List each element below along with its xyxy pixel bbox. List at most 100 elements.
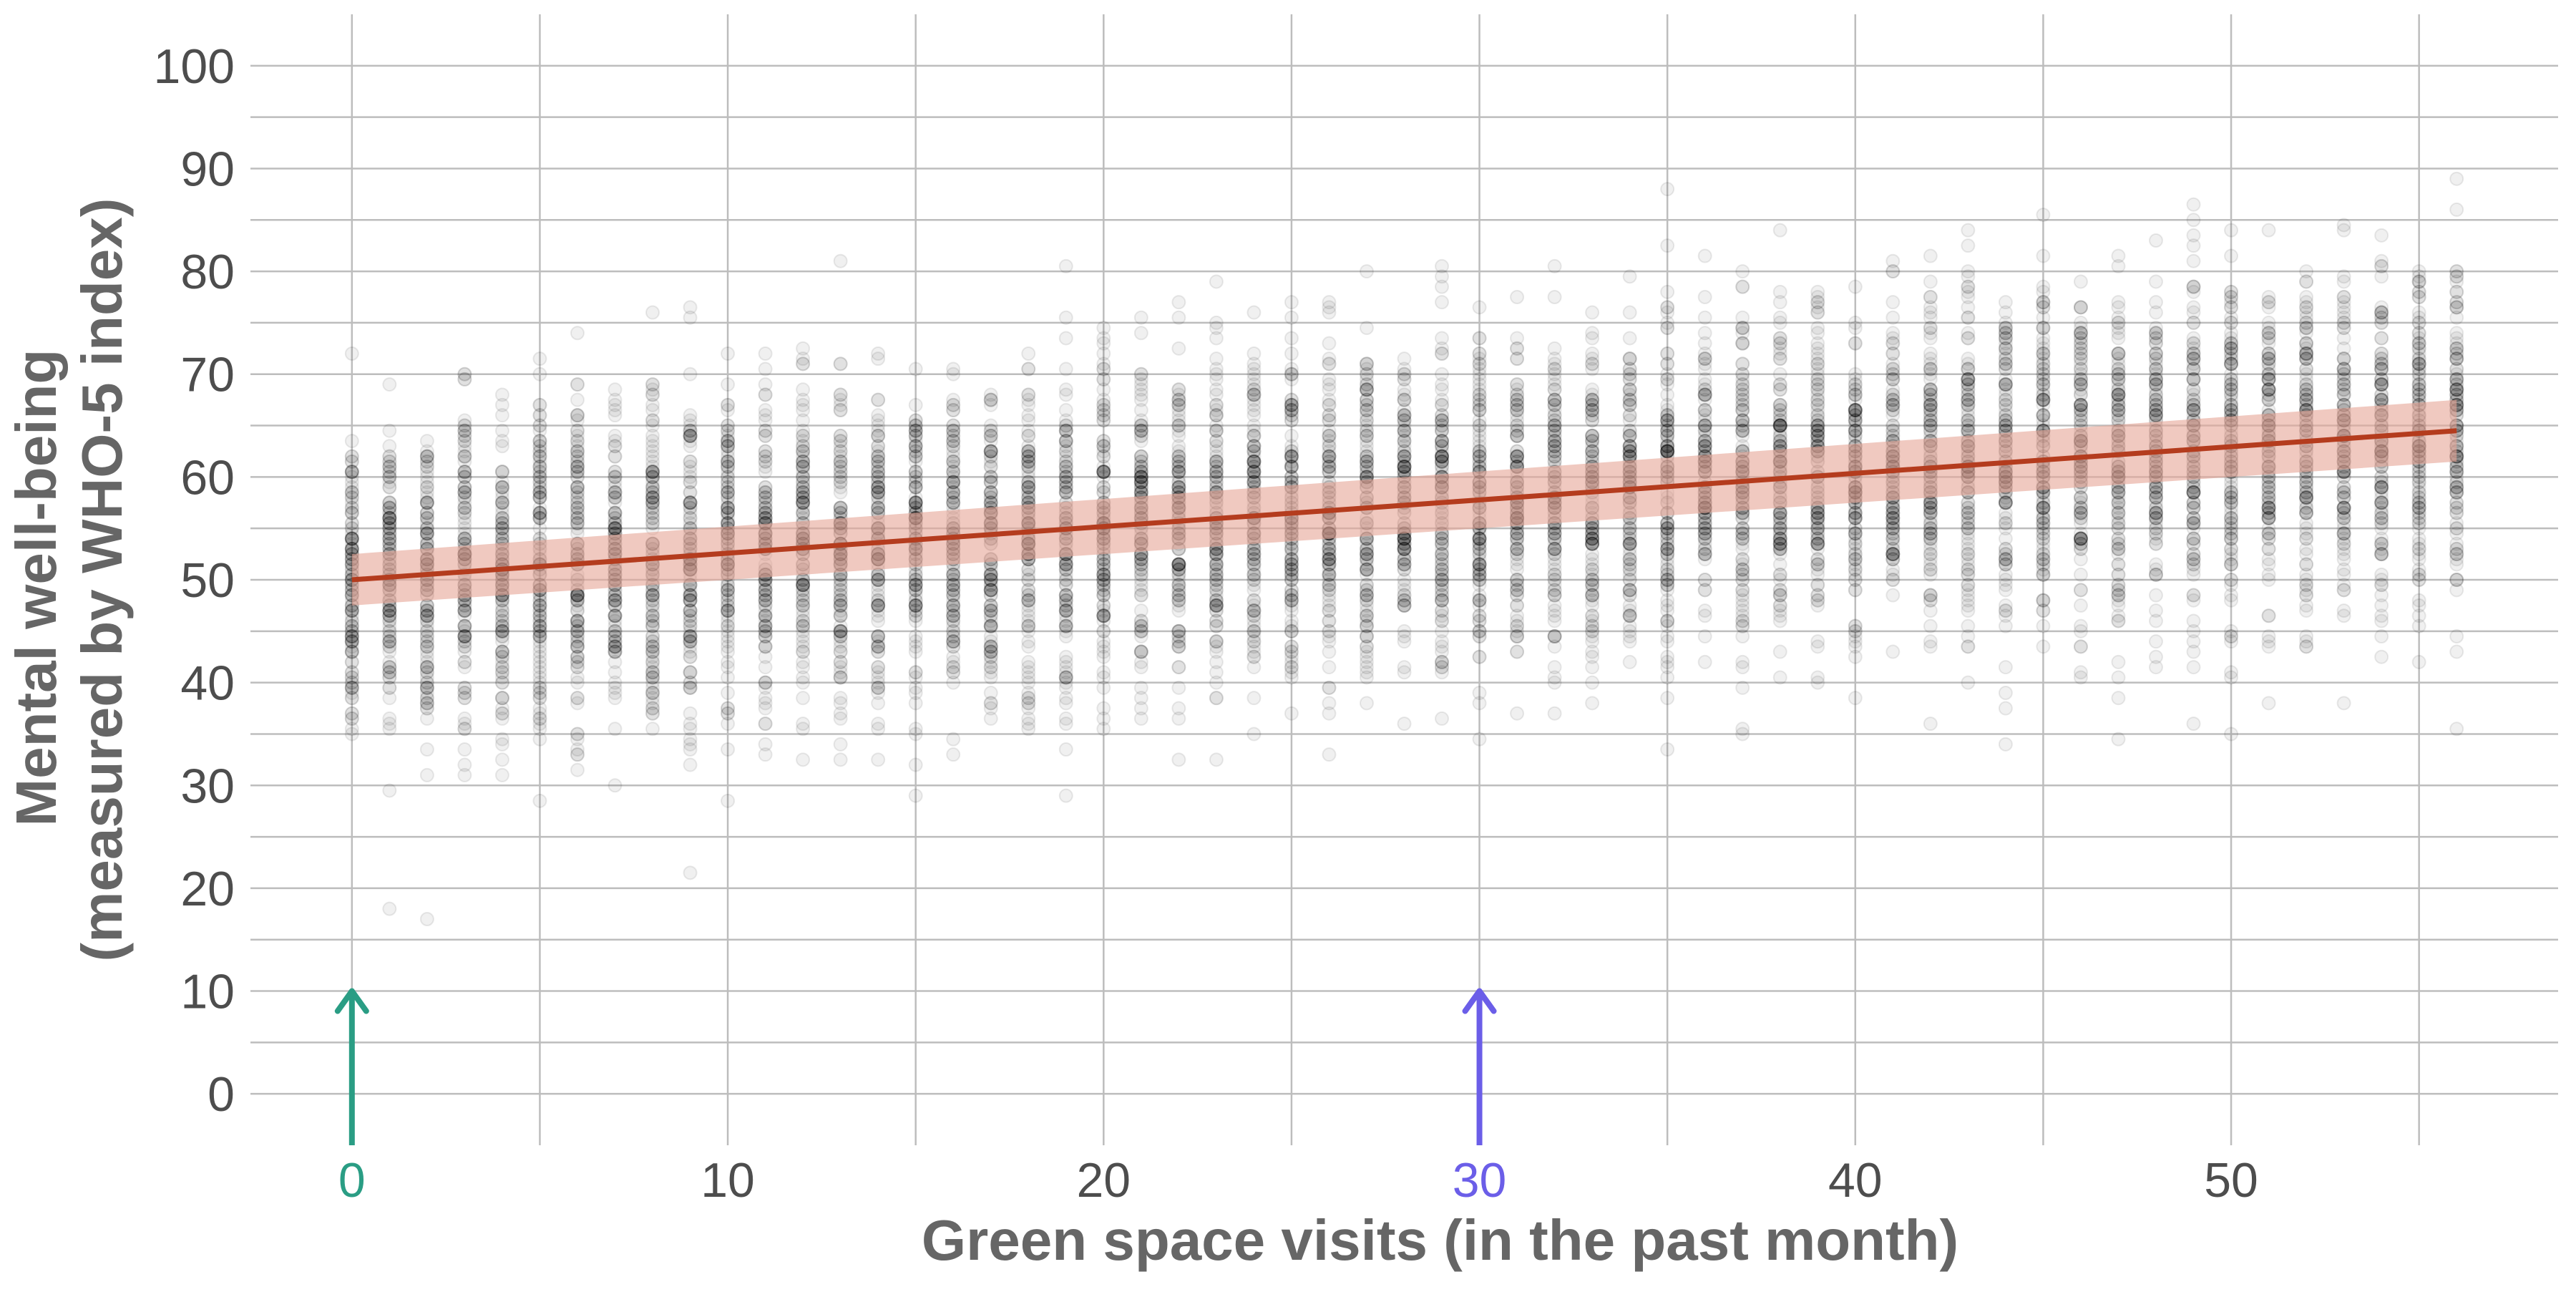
scatter-point — [1473, 630, 1486, 643]
scatter-point — [1285, 331, 1298, 344]
scatter-point — [1661, 424, 1674, 437]
scatter-point — [796, 573, 809, 586]
scatter-point — [1699, 311, 1712, 324]
scatter-point — [646, 609, 659, 622]
scatter-point — [1172, 439, 1185, 452]
scatter-point — [1097, 331, 1110, 344]
scatter-point — [1022, 347, 1035, 360]
scatter-point — [872, 753, 884, 766]
scatter-point — [1247, 465, 1260, 478]
scatter-point — [1172, 702, 1185, 715]
scatter-point — [608, 691, 621, 704]
scatter-point — [1135, 712, 1148, 725]
scatter-point — [1285, 707, 1298, 720]
scatter-point — [421, 434, 434, 447]
scatter-point — [1060, 696, 1073, 709]
scatter-point — [1060, 594, 1073, 607]
scatter-point — [985, 599, 997, 612]
scatter-point — [684, 620, 697, 633]
scatter-point — [1210, 450, 1223, 463]
scatter-point — [1285, 666, 1298, 679]
scatter-point — [1322, 439, 1335, 452]
scatter-point — [1661, 743, 1674, 756]
scatter-point — [1210, 599, 1223, 612]
scatter-point — [646, 686, 659, 699]
scatter-point — [1661, 316, 1674, 329]
scatter-point — [1285, 347, 1298, 360]
scatter-point — [1210, 331, 1223, 344]
scatter-point — [684, 635, 697, 648]
scatter-point — [796, 640, 809, 653]
scatter-point — [1586, 578, 1599, 591]
scatter-point — [1247, 691, 1260, 704]
scatter-point — [458, 640, 471, 653]
scatter-point — [909, 722, 922, 735]
scatter-point — [759, 363, 772, 376]
scatter-point — [721, 507, 734, 520]
scatter-point — [947, 450, 960, 463]
scatter-point — [1097, 465, 1110, 478]
scatter-point — [1172, 625, 1185, 638]
scatter-point — [796, 676, 809, 689]
scatter-point — [1322, 661, 1335, 674]
scatter-point — [872, 681, 884, 694]
scatter-point — [721, 743, 734, 756]
scatter-point — [383, 661, 396, 674]
scatter-point — [834, 255, 847, 268]
scatter-point — [909, 445, 922, 457]
scatter-point — [1699, 347, 1712, 360]
scatter-point — [383, 460, 396, 473]
scatter-point — [1736, 424, 1749, 437]
scatter-point — [1548, 291, 1561, 303]
scatter-point — [1661, 614, 1674, 627]
scatter-point — [1586, 620, 1599, 633]
scatter-point — [1322, 414, 1335, 427]
scatter-point — [1398, 630, 1411, 643]
scatter-point — [571, 676, 584, 689]
scatter-point — [1360, 630, 1373, 643]
scatter-point — [1022, 363, 1035, 376]
scatter-point — [1172, 558, 1185, 570]
scatter-point — [533, 424, 546, 437]
scatter-point — [496, 738, 509, 751]
scatter-point — [1435, 712, 1448, 725]
scatter-point — [1022, 573, 1035, 586]
scatter-point — [608, 450, 621, 463]
scatter-point — [872, 599, 884, 612]
scatter-point — [1360, 265, 1373, 278]
scatter-point — [1473, 434, 1486, 447]
scatter-point — [1661, 691, 1674, 704]
scatter-point — [571, 394, 584, 407]
scatter-point — [872, 666, 884, 679]
scatter-point — [1285, 429, 1298, 442]
scatter-point — [608, 507, 621, 520]
scatter-point — [947, 496, 960, 509]
scatter-point — [1511, 331, 1523, 344]
scatter-point — [1699, 656, 1712, 669]
scatter-point — [1699, 630, 1712, 643]
scatter-point — [533, 702, 546, 715]
scatter-point — [533, 409, 546, 422]
scatter-point — [1473, 651, 1486, 664]
scatter-point — [1548, 378, 1561, 391]
scatter-point — [759, 409, 772, 422]
scatter-point — [684, 666, 697, 679]
scatter-point — [872, 419, 884, 432]
scatter-point — [496, 712, 509, 725]
scatter-point — [571, 378, 584, 391]
scatter-point — [1172, 465, 1185, 478]
scatter-point — [1060, 671, 1073, 684]
scatter-point — [496, 691, 509, 704]
scatter-point — [1022, 594, 1035, 607]
scatter-point — [909, 429, 922, 442]
scatter-point — [721, 594, 734, 607]
scatter-point — [1022, 614, 1035, 627]
scatter-point — [1210, 620, 1223, 633]
scatter-point — [1661, 573, 1674, 586]
scatter-point — [496, 399, 509, 412]
scatter-point — [1360, 568, 1373, 581]
scatter-point — [1548, 630, 1561, 643]
scatter-point — [1398, 666, 1411, 679]
